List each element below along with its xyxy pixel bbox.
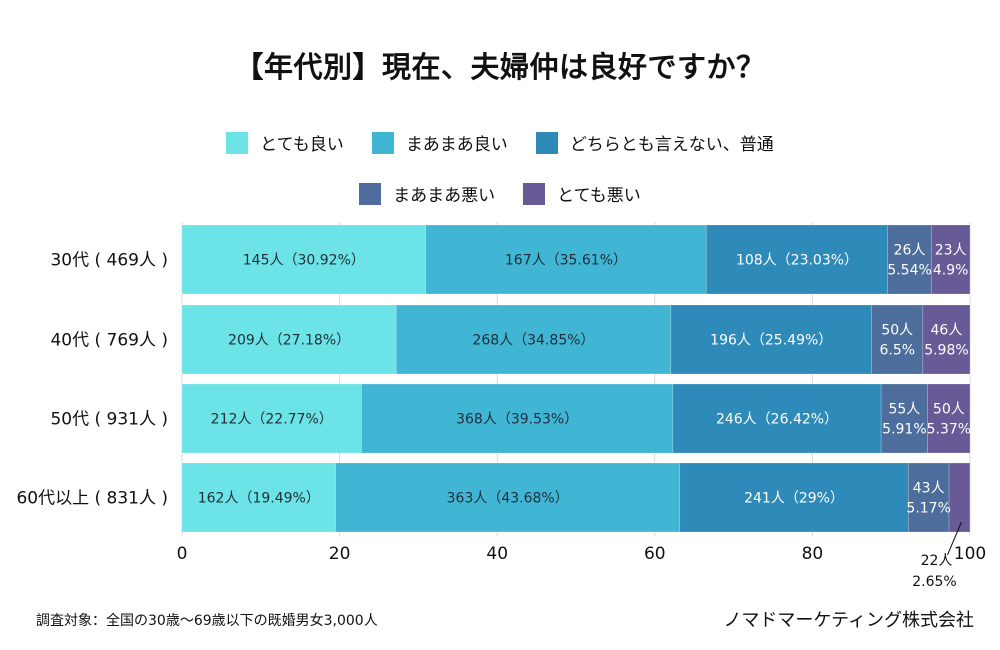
bar-value-label: 46人	[931, 323, 963, 339]
x-axis-ticks: 0 20 40 60 80 100	[177, 544, 987, 564]
bar-percent-label: 5.17%	[906, 501, 950, 517]
bar-segment	[181, 383, 362, 454]
bar-percent-label: 5.98%	[924, 343, 968, 359]
title-prefix: 【年代別】現在、	[234, 50, 471, 84]
category-labels: 30代 ( 469人 ) 40代 ( 769人 ) 50代 ( 931人 ) 60代以…	[16, 251, 168, 509]
bar-labels: 145人（30.92%） 167人（35.61%） 108人（23.03%） 26人 5…	[198, 243, 971, 591]
legend-swatch	[226, 131, 249, 154]
legend-row-1: とても良い まあまあ良い どちらとも言えない、普通	[0, 130, 1000, 155]
title-suffix: ですか？	[647, 50, 766, 84]
bar-percent-label: 5.37%	[927, 422, 971, 438]
bar-value-label: 50人	[881, 323, 913, 339]
x-tick-label: 100	[954, 544, 986, 564]
bar-percent-label: 4.9%	[933, 263, 969, 279]
bar-segment	[425, 224, 707, 295]
bar-segment	[181, 224, 426, 295]
x-tick-label: 60	[644, 544, 666, 564]
legend-item-very-bad: とても悪い	[523, 181, 641, 206]
bar-segment	[670, 304, 872, 375]
bar-value-label: 145人（30.92%）	[243, 253, 365, 269]
legend-item-fairly-good: まあまあ良い	[371, 130, 508, 155]
survey-note: 調査対象：全国の30歳〜69歳以下の既婚男女3,000人	[36, 613, 378, 629]
bar-value-label: 241人（29%）	[744, 491, 844, 507]
legend-item-neutral: どちらとも言えない、普通	[535, 130, 774, 155]
bar-percent-label: 5.54%	[887, 263, 931, 279]
legend-label: まあまあ悪い	[393, 186, 496, 206]
stacked-bar-chart: 145人（30.92%） 167人（35.61%） 108人（23.03%） 26人 5…	[16, 222, 987, 591]
legend-row-2: まあまあ悪い とても悪い	[0, 181, 1000, 206]
bar-segment	[948, 462, 971, 533]
bar-percent-label: 2.65%	[912, 574, 956, 590]
bar-segment	[927, 383, 971, 454]
x-tick-label: 40	[486, 544, 508, 564]
chart-title: 【年代別】現在、夫婦仲は良好ですか？	[0, 44, 1000, 88]
bar-percent-label: 5.91%	[882, 422, 926, 438]
bar-value-label: 55人	[888, 402, 920, 418]
legend-swatch	[523, 182, 546, 205]
bar-segment	[907, 462, 950, 533]
bar-value-label: 246人（26.42%）	[716, 412, 838, 428]
legend-label: どちらとも言えない、普通	[569, 135, 774, 155]
bar-value-label: 108人（23.03%）	[736, 253, 858, 269]
bar-value-label: 50人	[933, 402, 965, 418]
bar-value-label: 162人（19.49%）	[198, 491, 320, 507]
bar-value-label: 43人	[913, 481, 945, 497]
bar-segment	[705, 224, 889, 295]
bar-value-label: 22人	[921, 553, 953, 569]
category-label: 40代 ( 769人 )	[50, 331, 168, 351]
bar-value-label: 368人（39.53%）	[456, 412, 578, 428]
category-label: 50代 ( 931人 )	[50, 410, 168, 430]
category-label: 60代以上 ( 831人 )	[16, 489, 168, 509]
legend-item-very-good: とても良い	[226, 130, 344, 155]
bar-segment	[871, 304, 924, 375]
bar-segment	[395, 304, 672, 375]
x-tick-label: 20	[329, 544, 351, 564]
bar-value-label: 209人（27.18%）	[228, 333, 350, 349]
bar-value-label: 212人（22.77%）	[211, 412, 333, 428]
legend-swatch	[359, 182, 382, 205]
legend-label: とても良い	[260, 135, 344, 155]
bar-value-label: 167人（35.61%）	[505, 253, 627, 269]
bar-value-label: 196人（25.49%）	[710, 333, 832, 349]
legend-label: まあまあ良い	[405, 135, 508, 155]
bar-segment	[880, 383, 928, 454]
company-name: ノマドマーケティング株式会社	[723, 610, 974, 631]
bar-segment	[181, 304, 397, 375]
legend-label: とても悪い	[557, 186, 641, 206]
bar-segment	[922, 304, 971, 375]
bar-value-label: 23人	[935, 243, 967, 259]
legend-swatch	[371, 131, 394, 154]
bars	[181, 224, 971, 533]
legend-item-fairly-bad: まあまあ悪い	[359, 181, 495, 206]
bar-segment	[931, 224, 971, 295]
bar-segment	[335, 462, 681, 533]
bar-segment	[361, 383, 674, 454]
bar-segment	[679, 462, 909, 533]
callout-leader-line	[947, 521, 962, 556]
legend-swatch	[535, 131, 558, 154]
x-tick-label: 80	[802, 544, 824, 564]
bar-percent-label: 6.5%	[879, 343, 915, 359]
x-tick-label: 0	[177, 544, 188, 564]
bar-value-label: 268人（34.85%）	[472, 333, 594, 349]
bar-value-label: 26人	[894, 243, 926, 259]
bar-segment	[887, 224, 932, 295]
category-label: 30代 ( 469人 )	[50, 251, 168, 271]
title-highlight: 夫婦仲は良好	[468, 44, 652, 88]
bar-value-label: 363人（43.68%）	[447, 491, 569, 507]
